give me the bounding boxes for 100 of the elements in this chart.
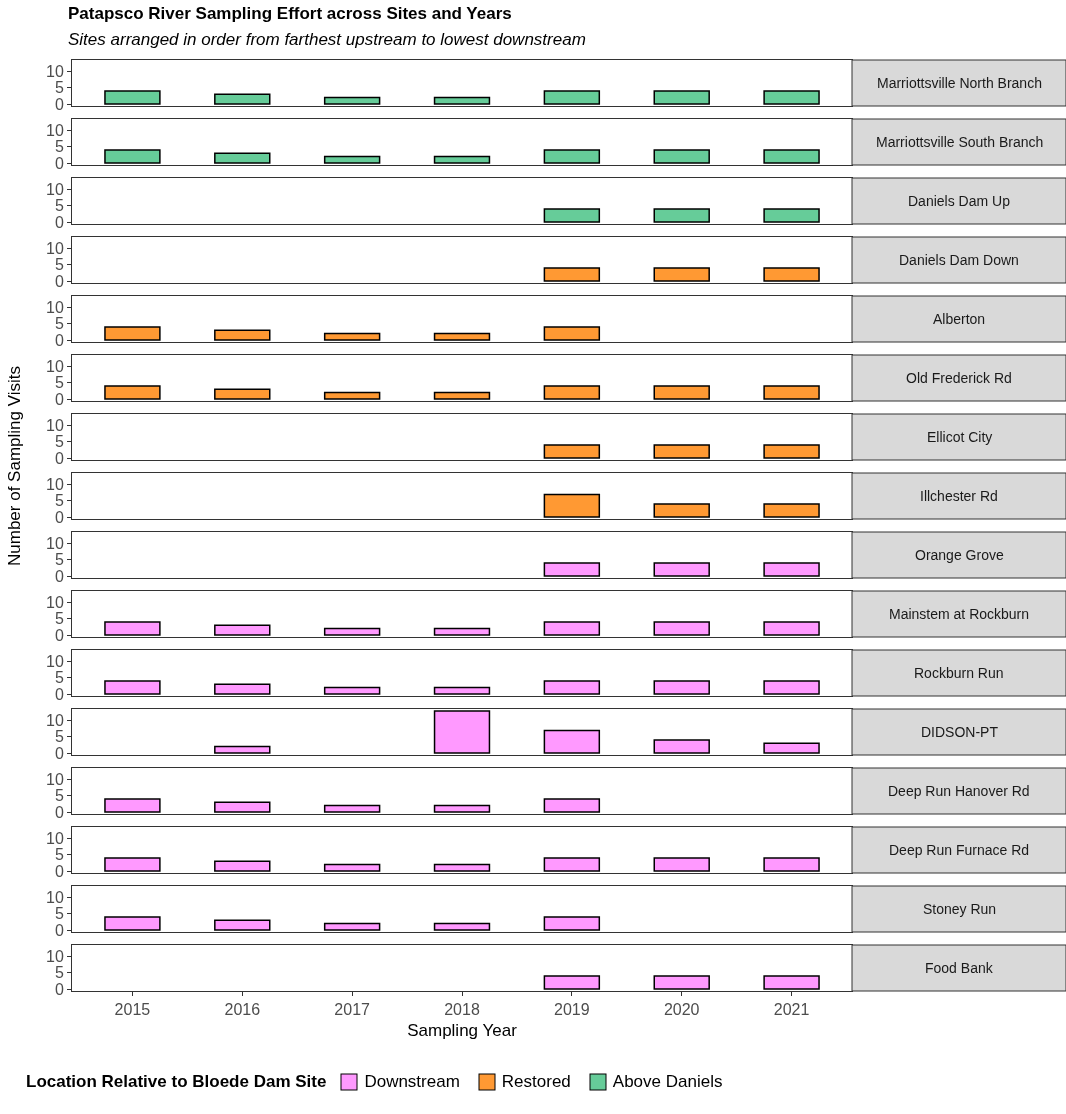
text: Food Bank: [925, 960, 994, 976]
y-tick-label: 10: [46, 653, 64, 671]
bar: [214, 919, 271, 931]
y-tick-label: 0: [54, 390, 64, 408]
y-tick-label: 0: [54, 449, 64, 467]
y-axis-title: Number of Sampling Visits: [5, 366, 25, 566]
text: Alberton: [933, 311, 986, 327]
y-tick-label: 10: [46, 712, 64, 730]
bar: [543, 916, 601, 931]
bar: [543, 798, 601, 813]
y-tick-label: 0: [54, 921, 64, 939]
y-tick-label: 10: [46, 889, 64, 907]
y-tick-label: 5: [54, 669, 64, 687]
text: DIDSON-PT: [921, 724, 999, 740]
bar: [433, 710, 491, 754]
text: Orange Grove: [915, 547, 1004, 563]
y-tick-label: 10: [46, 63, 64, 81]
y-tick-label: 10: [46, 240, 64, 258]
bar: [214, 329, 271, 341]
bar: [323, 332, 381, 341]
bar: [323, 155, 381, 164]
text: Mainstem at Rockburn: [889, 606, 1030, 622]
bar: [214, 745, 271, 754]
y-tick-label: 10: [46, 476, 64, 494]
y-tick-label: 0: [54, 95, 64, 113]
y-tick-label: 5: [54, 846, 64, 864]
bar: [323, 804, 381, 813]
bar: [104, 326, 161, 341]
y-tick-label: 10: [46, 299, 64, 317]
bar: [653, 857, 710, 872]
y-tick-label: 0: [54, 862, 64, 880]
text: Marriottsville South Branch: [876, 134, 1044, 150]
bar: [104, 385, 161, 400]
bar: [214, 152, 271, 164]
y-tick-label: 5: [54, 964, 64, 982]
y-tick-label: 5: [54, 728, 64, 746]
y-tick-label: 5: [54, 138, 64, 156]
chart-title: Patapsco River Sampling Effort across Sites and Years: [68, 4, 513, 25]
text: Marriottsville North Branch: [877, 75, 1042, 91]
bar: [433, 155, 491, 164]
bar: [433, 391, 491, 400]
y-tick-label: 10: [46, 181, 64, 199]
x-tick-label: 2017: [334, 1001, 371, 1019]
legend-label: Downstream: [364, 1072, 460, 1092]
y-tick-label: 0: [54, 154, 64, 172]
y-tick-label: 10: [46, 771, 64, 789]
bar: [543, 729, 601, 754]
x-tick-label: 2015: [114, 1001, 151, 1019]
bar: [433, 922, 491, 931]
bar: [653, 149, 710, 164]
bar: [653, 621, 710, 636]
bar: [323, 863, 381, 872]
bar: [214, 801, 271, 813]
y-tick-label: 5: [54, 374, 64, 392]
y-tick-label: 5: [54, 905, 64, 923]
text: Rockburn Run: [914, 665, 1004, 681]
bar: [214, 860, 271, 872]
bar: [543, 149, 601, 164]
bar: [543, 385, 601, 400]
bar: [323, 391, 381, 400]
bar: [104, 149, 161, 164]
legend-label: Above Daniels: [612, 1072, 723, 1092]
y-tick-label: 0: [54, 685, 64, 703]
text: Deep Run Hanover Rd: [888, 783, 1030, 799]
bar: [763, 385, 820, 400]
text: Daniels Dam Down: [899, 252, 1019, 268]
text: Ellicot City: [927, 429, 993, 445]
text: Deep Run Furnace Rd: [889, 842, 1030, 858]
y-tick-label: 0: [54, 980, 64, 998]
y-tick-label: 0: [54, 744, 64, 762]
y-tick-label: 0: [54, 331, 64, 349]
x-tick-label: 2018: [444, 1001, 480, 1019]
bar: [763, 742, 820, 754]
x-tick-label: 2016: [224, 1001, 261, 1019]
bar: [104, 798, 161, 813]
y-tick-label: 5: [54, 492, 64, 510]
bar: [763, 621, 820, 636]
y-tick-label: 0: [54, 508, 64, 526]
x-tick-label: 2020: [663, 1001, 700, 1019]
bar: [433, 863, 491, 872]
bar: [104, 916, 161, 931]
text: Daniels Dam Up: [908, 193, 1011, 209]
bar: [653, 385, 710, 400]
y-tick-label: 10: [46, 535, 64, 553]
bar: [104, 857, 161, 872]
y-tick-label: 0: [54, 626, 64, 644]
bar: [323, 922, 381, 931]
y-tick-label: 10: [46, 830, 64, 848]
y-tick-label: 0: [54, 272, 64, 290]
y-tick-label: 5: [54, 79, 64, 97]
y-tick-label: 5: [54, 551, 64, 569]
y-tick-label: 10: [46, 594, 64, 612]
bar: [653, 739, 710, 754]
y-tick-label: 5: [54, 256, 64, 274]
bar: [214, 388, 271, 400]
bar: [763, 857, 820, 872]
y-tick-label: 5: [54, 315, 64, 333]
y-tick-label: 10: [46, 417, 64, 435]
y-tick-label: 10: [46, 122, 64, 140]
y-tick-label: 0: [54, 213, 64, 231]
